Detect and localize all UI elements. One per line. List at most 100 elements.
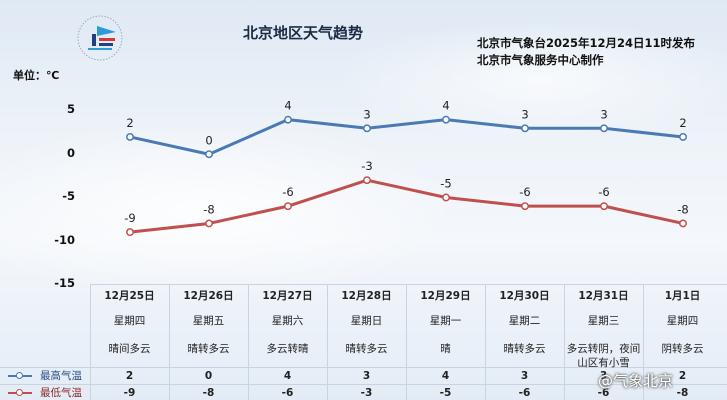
high-temp-label: 0 bbox=[205, 133, 212, 147]
low-temp-label: -8 bbox=[203, 202, 214, 216]
low-temp-point bbox=[363, 176, 371, 185]
publish-info: 北京市气象台2025年12月24日11时发布 bbox=[477, 36, 696, 50]
legend-high-label: 最高气温 bbox=[40, 370, 82, 382]
low-temp-value: -5 bbox=[439, 387, 452, 399]
high-temp-point bbox=[126, 133, 134, 141]
high-temp-point bbox=[284, 115, 292, 124]
y-tick-label: -5 bbox=[62, 189, 75, 203]
day-date: 12月30日 bbox=[499, 290, 550, 302]
table-divider bbox=[90, 284, 727, 285]
day-column: 12月29日 星期一晴 bbox=[406, 284, 485, 364]
low-temp-point bbox=[521, 202, 529, 211]
day-column: 12月27日 星期六多云转晴 bbox=[248, 284, 327, 364]
low-temp-label: -6 bbox=[282, 185, 293, 199]
high-temp-point bbox=[442, 115, 450, 124]
day-column: 12月26日 星期五晴转多云 bbox=[169, 284, 248, 364]
producer-info: 北京市气象服务中心制作 bbox=[477, 53, 604, 67]
high-temp-label: 3 bbox=[521, 107, 528, 121]
y-tick-label: -10 bbox=[54, 233, 75, 247]
day-date: 12月29日 bbox=[420, 290, 471, 302]
day-column: 12月28日 星期日 晴转多云 bbox=[327, 284, 406, 364]
low-temp-value: -6 bbox=[597, 387, 610, 399]
day-date: 12月31日 bbox=[578, 290, 629, 302]
high-temp-value: 0 bbox=[204, 370, 213, 382]
low-temp-value: -6 bbox=[518, 387, 531, 399]
day-date: 1月1日 bbox=[664, 290, 701, 302]
high-temp-label: 4 bbox=[284, 99, 291, 113]
high-temp-point bbox=[205, 150, 213, 159]
y-tick-label: -15 bbox=[54, 276, 75, 290]
low-temp-value: -9 bbox=[123, 387, 136, 399]
watermark: @气象北京 bbox=[598, 372, 674, 390]
table-divider bbox=[406, 284, 407, 400]
day-weekday: 星期四 bbox=[666, 315, 699, 327]
low-temp-line bbox=[129, 178, 684, 234]
day-date: 12月27日 bbox=[262, 290, 313, 302]
high-temp-line bbox=[129, 118, 684, 156]
table-divider bbox=[485, 284, 486, 400]
high-temp-point bbox=[363, 124, 371, 133]
day-condition: 晴转多云 bbox=[187, 343, 230, 355]
low-temp-point bbox=[600, 202, 608, 211]
page-title: 北京地区天气趋势 bbox=[243, 24, 364, 42]
low-temp-label: -6 bbox=[519, 185, 530, 199]
high-temp-label: 4 bbox=[442, 99, 449, 113]
low-temp-point bbox=[679, 219, 687, 228]
high-temp-label: 3 bbox=[363, 107, 370, 121]
day-weekday: 星期一 bbox=[429, 315, 462, 327]
day-weekday: 星期四 bbox=[113, 315, 146, 327]
table-divider bbox=[0, 367, 727, 368]
day-weekday: 星期日 bbox=[350, 315, 383, 327]
legend-low-label: 最低气温 bbox=[40, 387, 82, 399]
day-condition: 晴间多云 bbox=[108, 343, 151, 355]
table-divider bbox=[643, 284, 644, 400]
low-temp-label: -5 bbox=[440, 177, 451, 191]
high-temp-value: 2 bbox=[125, 370, 134, 382]
day-column: 1月1日星期四阴转多云 bbox=[643, 284, 722, 364]
low-temp-value: -8 bbox=[676, 387, 689, 399]
day-column: 12月30日 星期二 晴转多云 bbox=[485, 284, 564, 364]
high-temp-label: 2 bbox=[126, 116, 133, 130]
high-temp-point bbox=[679, 133, 687, 141]
high-temp-value: 3 bbox=[599, 370, 608, 382]
high-temp-value: 4 bbox=[283, 370, 292, 382]
day-date: 12月26日 bbox=[183, 290, 234, 302]
low-temp-point bbox=[126, 228, 134, 237]
day-weekday: 星期三 bbox=[587, 315, 620, 327]
low-temp-point bbox=[284, 202, 292, 211]
unit-label: 单位：℃ bbox=[13, 69, 60, 82]
day-weekday: 星期六 bbox=[271, 315, 304, 327]
legend-low-marker bbox=[16, 389, 23, 396]
day-date: 12月25日 bbox=[104, 290, 155, 302]
low-temp-label: -6 bbox=[598, 185, 609, 199]
table-divider bbox=[90, 284, 91, 400]
low-temp-point bbox=[205, 219, 213, 228]
high-temp-point bbox=[600, 124, 608, 133]
y-tick-label: 5 bbox=[66, 102, 75, 116]
table-divider bbox=[169, 284, 170, 400]
day-condition: 多云转晴 bbox=[266, 343, 309, 355]
day-column: 12月31日 星期三多云转阴，夜间山区有小雪 bbox=[564, 284, 643, 369]
high-temp-point bbox=[521, 124, 529, 133]
table-divider bbox=[0, 384, 727, 385]
high-temp-label: 3 bbox=[600, 107, 607, 121]
forecast-table: 12月25日 星期四 晴间多云 2 -9 12月26日 星期五 晴转多云 0 -8 12月27日 星期… bbox=[0, 284, 727, 400]
day-condition: 晴转多云 bbox=[503, 343, 546, 355]
day-date: 12月28日 bbox=[341, 290, 392, 302]
low-temp-value: -8 bbox=[202, 387, 215, 399]
meteorological-logo bbox=[77, 15, 123, 61]
high-temp-value: 3 bbox=[520, 370, 529, 382]
day-condition: 多云转阴，夜间山区有小雪 bbox=[566, 343, 641, 369]
low-temp-label: -8 bbox=[677, 202, 688, 216]
legend-high-marker bbox=[16, 372, 23, 379]
table-divider bbox=[327, 284, 328, 400]
day-condition: 阴转多云 bbox=[661, 343, 704, 355]
table-divider bbox=[248, 284, 249, 400]
day-weekday: 星期五 bbox=[192, 315, 225, 327]
high-temp-value: 3 bbox=[362, 370, 371, 382]
day-column: 12月25日 星期四晴间多云 bbox=[90, 284, 169, 364]
table-divider bbox=[564, 284, 565, 400]
low-temp-label: -9 bbox=[124, 211, 135, 225]
